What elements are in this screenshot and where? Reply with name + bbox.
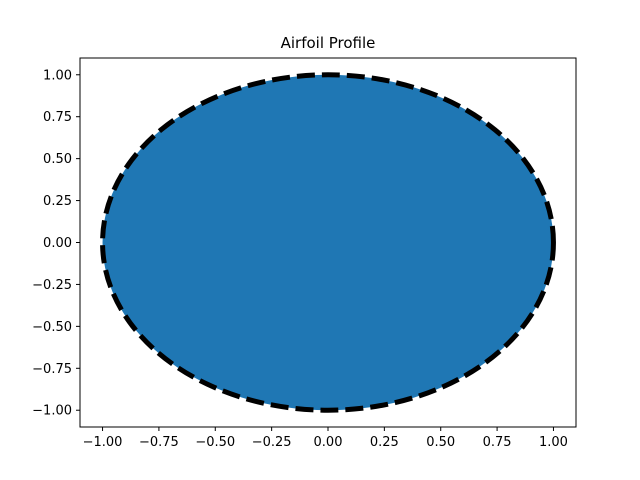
y-tick-label: 1.00 bbox=[43, 68, 72, 83]
x-tick-label: 1.00 bbox=[539, 435, 568, 450]
y-tick-label: 0.50 bbox=[43, 152, 72, 167]
airfoil-outline-0 bbox=[100, 72, 556, 413]
x-tick-label: −0.50 bbox=[195, 435, 235, 450]
y-tick-label: 0.25 bbox=[43, 194, 72, 209]
x-tick-label: −0.75 bbox=[139, 435, 179, 450]
y-tick-label: −1.00 bbox=[32, 404, 72, 419]
plot-layer bbox=[100, 72, 556, 413]
y-tick-label: 0.75 bbox=[43, 110, 72, 125]
chart-title: Airfoil Profile bbox=[281, 34, 376, 52]
x-tick-label: 0.50 bbox=[426, 435, 455, 450]
airfoil-fill-0 bbox=[102, 74, 554, 411]
y-axis: −1.00 −0.75 −0.50 −0.25 0.00 0.25 0.50 0.75 1.00 bbox=[32, 68, 80, 419]
y-tick-label: −0.25 bbox=[32, 278, 72, 293]
y-tick-label: 0.00 bbox=[43, 236, 72, 251]
x-tick-label: −1.00 bbox=[83, 435, 123, 450]
x-tick-label: 0.75 bbox=[483, 435, 512, 450]
y-tick-label: −0.50 bbox=[32, 320, 72, 335]
y-tick-label: −0.75 bbox=[32, 362, 72, 377]
x-tick-label: −0.25 bbox=[252, 435, 292, 450]
x-axis: −1.00 −0.75 −0.50 −0.25 0.00 0.25 0.50 0.75 1.00 bbox=[83, 427, 568, 450]
x-tick-label: 0.00 bbox=[314, 435, 343, 450]
x-tick-label: 0.25 bbox=[370, 435, 399, 450]
